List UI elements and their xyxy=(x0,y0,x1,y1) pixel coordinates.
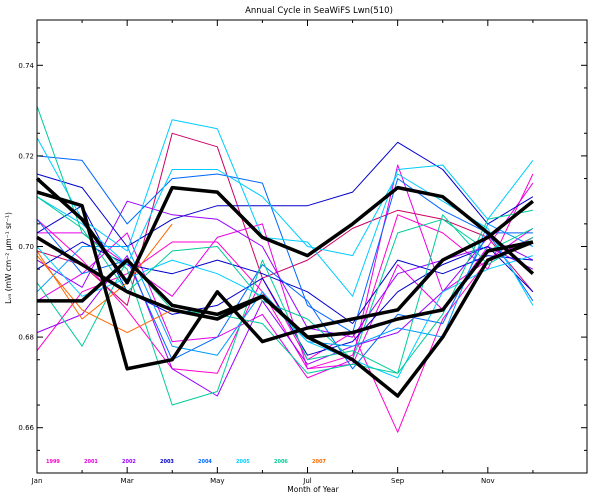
legend-item-2004: 2004 xyxy=(198,459,212,465)
series-line-21 xyxy=(36,255,173,334)
axis-layer: Jan Mar May Jul Sep Nov 0.66 0.68 0.70 0.72 0.74 xyxy=(18,20,587,485)
x-tick-label: Mar xyxy=(121,477,134,485)
legend-item-2005: 2005 xyxy=(236,459,250,465)
y-tick-label: 0.74 xyxy=(18,62,34,70)
series-line-11 xyxy=(36,155,533,334)
x-tick-label: Jul xyxy=(302,477,312,485)
x-tick-label: Sep xyxy=(391,477,405,485)
series-line-22 xyxy=(35,177,535,285)
series-layer xyxy=(35,105,535,433)
legend-item-2001: 2001 xyxy=(84,459,98,465)
series-line-25 xyxy=(36,235,534,339)
x-tick-label: Jan xyxy=(31,477,43,485)
legend: 1999 2001 2002 2003 2004 2005 2006 2007 xyxy=(46,459,326,465)
y-tick-label: 0.66 xyxy=(18,424,34,432)
legend-item-2003: 2003 xyxy=(160,459,174,465)
legend-item-2002: 2002 xyxy=(122,459,136,465)
series-line-18 xyxy=(36,214,534,374)
legend-item-2006: 2006 xyxy=(274,459,288,465)
series-line-19 xyxy=(36,196,534,361)
series-line-2 xyxy=(36,173,534,370)
y-tick-label: 0.68 xyxy=(18,334,34,342)
series-line-20 xyxy=(36,223,173,320)
legend-item-2007: 2007 xyxy=(312,459,326,465)
series-line-5 xyxy=(36,164,534,379)
series-line-8 xyxy=(36,141,534,247)
legend-item-1999: 1999 xyxy=(46,459,60,465)
series-line-14 xyxy=(36,119,534,297)
x-tick-label: Nov xyxy=(481,477,495,485)
series-line-3 xyxy=(36,132,534,306)
series-line-15 xyxy=(36,169,534,306)
x-axis-title: Month of Year xyxy=(287,485,339,494)
series-line-12 xyxy=(36,218,534,370)
y-axis-title: Lᵥₙ (mW cm⁻² μm⁻¹ sr⁻¹) xyxy=(4,212,13,304)
series-line-23 xyxy=(36,190,534,371)
y-tick-label: 0.72 xyxy=(18,152,34,160)
x-tick-label: May xyxy=(210,477,224,485)
y-tick-label: 0.70 xyxy=(18,243,34,251)
chart-title: Annual Cycle in SeaWiFS Lwn(510) xyxy=(245,6,393,16)
